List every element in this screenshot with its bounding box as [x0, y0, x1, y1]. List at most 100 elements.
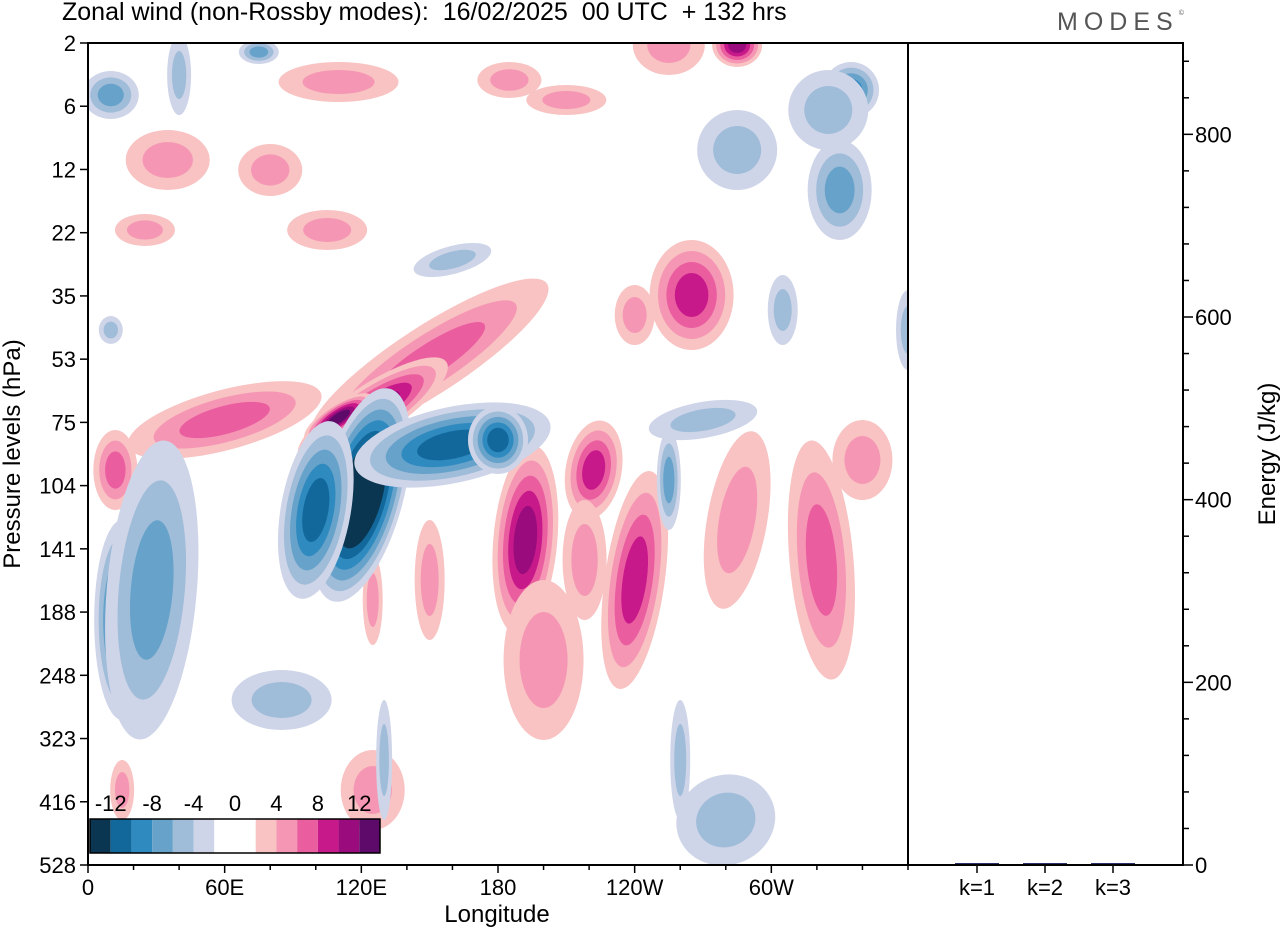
colorbar-swatch [90, 819, 111, 853]
wind-anomaly-mark [231, 670, 332, 730]
x-axis-label: Longitude [444, 901, 549, 928]
wind-anomaly-mark [703, 431, 771, 609]
colorbar: -12 -8 -4 0 4 8 12 [89, 791, 381, 854]
y-tick-label: 2 [64, 31, 76, 56]
x-tick-label: 60W [749, 875, 794, 900]
wind-anomaly-mark [413, 242, 492, 278]
energy-category-label: k=3 [1095, 875, 1131, 900]
colorbar-label: -4 [184, 791, 204, 816]
y-tick-label: 188 [39, 600, 76, 625]
energy-category-label: k=1 [959, 875, 995, 900]
wind-anomaly-mark [110, 760, 135, 820]
wind-anomaly-mark [564, 420, 623, 520]
wind-anomaly-mark [676, 774, 776, 865]
wind-anomaly-mark [656, 430, 681, 530]
x-tick-label: 120E [336, 875, 387, 900]
wind-anomaly-mark [477, 62, 542, 98]
wind-anomaly-mark [277, 421, 354, 599]
energy-tick-label: 200 [1195, 670, 1232, 695]
wind-anomaly-mark [468, 406, 528, 474]
wind-anomaly-mark [287, 210, 368, 250]
y-tick-label: 6 [64, 94, 76, 119]
colorbar-label: 8 [312, 791, 324, 816]
colorbar-swatch [193, 819, 215, 853]
colorbar-swatch [276, 819, 298, 853]
wind-anomaly-mark [807, 140, 872, 240]
wind-anomaly-mark [832, 420, 893, 500]
colorbar-swatch [297, 819, 318, 853]
energy-tick-label: 400 [1195, 488, 1232, 513]
brand-name: MODES [1057, 8, 1179, 36]
wind-anomaly-mark [414, 520, 445, 640]
wind-anomaly-mark [767, 275, 798, 345]
wind-anomaly-mark [632, 43, 705, 75]
colorbar-label: -12 [95, 791, 127, 816]
colorbar-swatch [235, 819, 256, 853]
wind-anomaly-mark [614, 285, 655, 345]
energy-category-label: k=2 [1027, 875, 1063, 900]
y-tick-label: 141 [39, 537, 76, 562]
colorbar-label: 4 [270, 791, 282, 816]
y-tick-label: 248 [39, 663, 76, 688]
y-axis-label: Pressure levels (hPa) [0, 339, 26, 568]
colorbar-swatch [152, 819, 173, 853]
wind-anomaly-mark [649, 240, 734, 350]
chart-title: Zonal wind (non-Rossby modes): 16/02/202… [62, 0, 787, 26]
x-tick-label: 0 [82, 875, 94, 900]
energy-tick-label: 600 [1195, 305, 1232, 330]
wind-anomaly-mark [125, 130, 210, 190]
energy-tick-label: 0 [1195, 853, 1207, 878]
heatmap-field [88, 43, 908, 865]
y-tick-label: 104 [39, 474, 76, 499]
wind-anomaly-mark [787, 440, 855, 680]
wind-anomaly-mark [503, 580, 584, 740]
wind-anomaly-mark [238, 43, 279, 64]
x-tick-label: 60E [205, 875, 244, 900]
wind-anomaly-mark [127, 381, 322, 459]
wind-anomaly-mark [670, 700, 691, 820]
colorbar-swatch [255, 819, 277, 853]
y-tick-label: 528 [39, 853, 76, 878]
colorbar-swatch [338, 819, 360, 853]
colorbar-swatch [131, 819, 153, 853]
wind-anomaly-mark [601, 470, 669, 690]
y-tick-label: 35 [52, 284, 76, 309]
energy-frame [907, 42, 1184, 866]
wind-anomaly-mark [697, 110, 778, 190]
energy-bars: 0 200 400 600 800 k=1 k=2 k=3 [955, 60, 1232, 900]
wind-anomaly-mark [712, 43, 763, 67]
wind-anomaly-mark [278, 62, 399, 102]
energy-axis-label: Energy (J/kg) [1254, 383, 1280, 526]
brand-logo: MODES© [1057, 8, 1184, 37]
wind-anomaly-mark [88, 71, 139, 119]
colorbar-label: 0 [229, 791, 241, 816]
wind-anomaly-mark [648, 399, 758, 441]
colorbar-swatch [317, 819, 339, 853]
x-tick-label: 180 [480, 875, 517, 900]
y-tick-label: 12 [52, 157, 76, 182]
y-tick-label: 75 [52, 410, 76, 435]
colorbar-label: 12 [347, 791, 371, 816]
colorbar-swatch [110, 819, 132, 853]
wind-anomaly-mark [340, 750, 405, 830]
wind-anomaly-mark [526, 85, 607, 115]
colorbar-swatch [172, 819, 194, 853]
brand-mark: © [1178, 10, 1184, 17]
y-tick-label: 323 [39, 727, 76, 752]
energy-tick-label: 800 [1195, 122, 1232, 147]
colorbar-label: -8 [142, 791, 162, 816]
wind-anomaly-mark [114, 214, 175, 246]
wind-anomaly-mark [896, 290, 908, 370]
x-tick-label: 120W [606, 875, 664, 900]
wind-anomaly-mark [562, 500, 607, 620]
wind-anomaly-mark [788, 70, 869, 150]
colorbar-swatch [214, 819, 235, 853]
wind-anomaly-mark [238, 144, 303, 196]
wind-anomaly-mark [376, 700, 393, 820]
colorbar-swatch [359, 819, 380, 853]
y-tick-label: 416 [39, 790, 76, 815]
y-tick-label: 53 [52, 347, 76, 372]
wind-anomaly-mark [105, 440, 199, 740]
